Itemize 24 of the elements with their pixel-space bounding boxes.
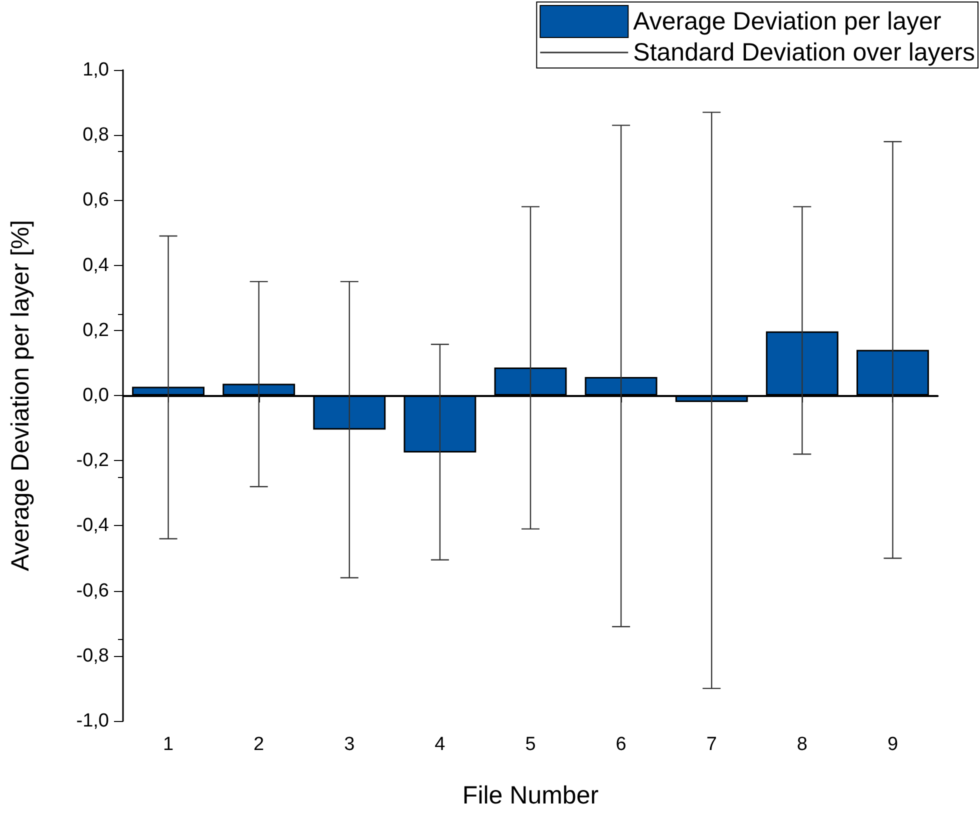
x-tick-label: 2 xyxy=(254,734,264,755)
y-tick-label: 0,0 xyxy=(82,385,109,406)
y-tick-label: 0,2 xyxy=(82,320,109,341)
x-axis-title: File Number xyxy=(462,782,599,810)
y-tick-label: -1,0 xyxy=(76,710,109,732)
y-tick-label: -0,2 xyxy=(76,450,109,472)
y-tick-label: 0,6 xyxy=(82,190,109,211)
y-tick-label: 0,8 xyxy=(82,124,109,146)
x-tick-label: 1 xyxy=(162,734,174,755)
y-tick-label: 1,0 xyxy=(82,60,109,80)
y-tick-label: -0,6 xyxy=(76,580,109,602)
x-tick-label: 6 xyxy=(616,734,626,755)
y-axis-title: Average Deviation per layer [%] xyxy=(6,220,34,572)
x-tick-label: 8 xyxy=(796,734,808,755)
y-tick-label: -0,8 xyxy=(76,645,109,666)
x-tick-label: 3 xyxy=(344,734,355,755)
x-tick-label: 7 xyxy=(706,734,717,755)
text: Standard Deviation over layers xyxy=(633,38,976,66)
legend-label: Average Deviation per layer xyxy=(633,8,942,36)
x-tick-label: 4 xyxy=(434,734,446,755)
x-tick-label: 5 xyxy=(525,734,536,755)
y-tick-label: 0,4 xyxy=(82,254,110,276)
y-tick-label: -0,4 xyxy=(76,515,110,536)
x-tick-label: 9 xyxy=(887,734,898,755)
